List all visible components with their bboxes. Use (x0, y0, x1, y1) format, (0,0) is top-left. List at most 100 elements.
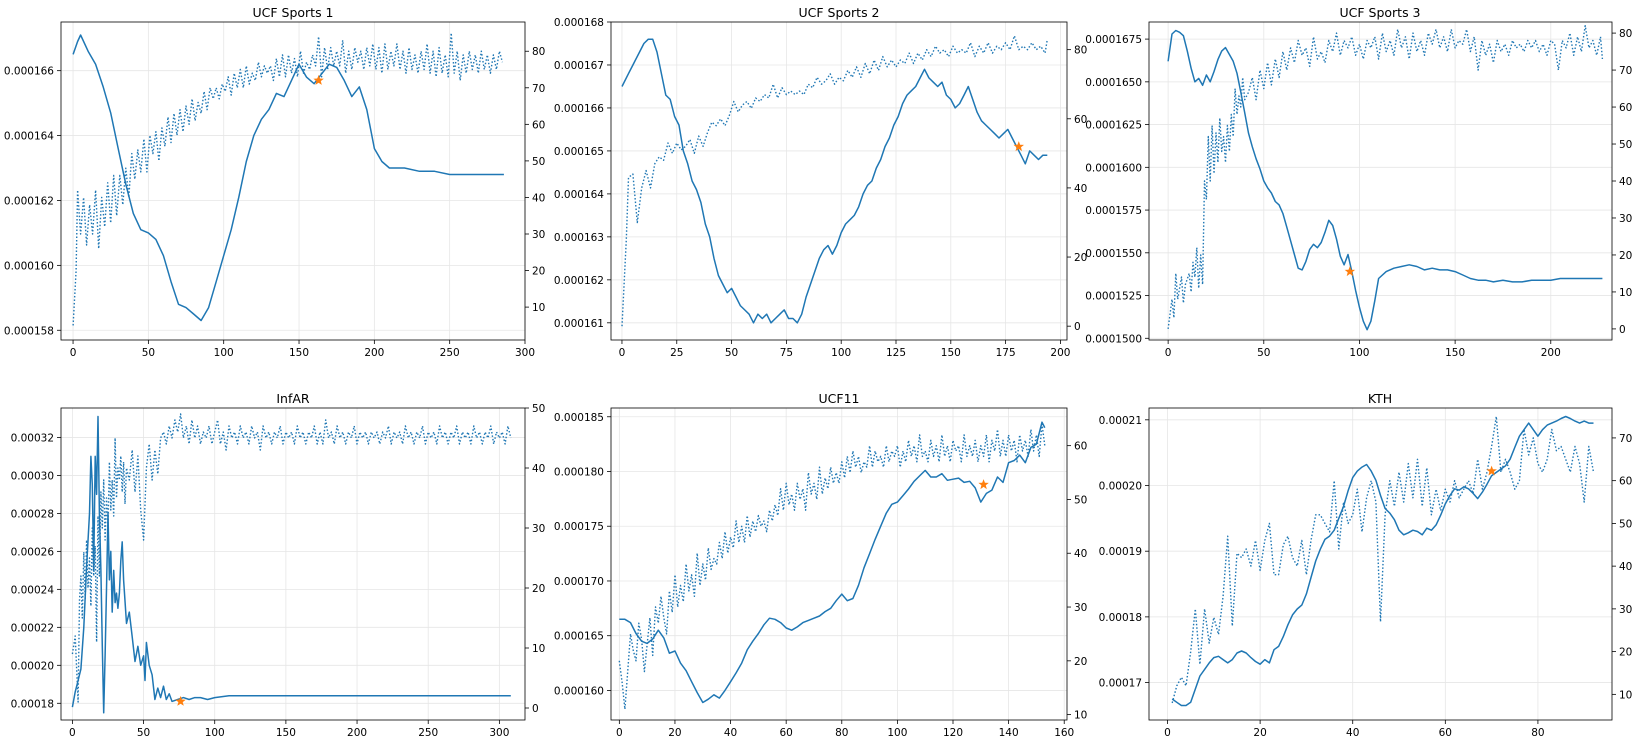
star-marker (1486, 465, 1497, 476)
x-tick-label: 100 (205, 727, 225, 739)
x-tick-label: 50 (725, 347, 738, 359)
y2-tick-label: 20 (1619, 250, 1632, 262)
y-tick-label: 0.00022 (11, 622, 54, 634)
x-tick-label: 20 (668, 727, 681, 739)
x-tick-label: 200 (1541, 347, 1561, 359)
subplot-title: UCF Sports 1 (252, 5, 333, 20)
y-tick-label: 0.000164 (554, 189, 604, 201)
gridlines (1149, 22, 1612, 340)
y-tick-label: 0.000164 (4, 131, 54, 143)
subplot-ucf-sports-3: UCF Sports 3 0 50 100 150 2000.00015000.0001… (1085, 5, 1632, 359)
subplot-ucf11: UCF11 0 20 40 60 80 100 120 140 160 0.000160 0.000… (554, 391, 1087, 739)
y-tick-label: 0.000180 (554, 466, 604, 478)
subplot-ucf-sports-1: UCF Sports 1 0 50 100 150 200 250 300 0.000158 0… (4, 5, 545, 359)
axes-frame (610, 407, 1068, 721)
x-tick-label: 100 (1349, 347, 1369, 359)
x-tick-label: 50 (1257, 347, 1270, 359)
y-tick-label: 0.00032 (11, 432, 54, 444)
y2-tick-label: 40 (1619, 176, 1632, 188)
star-marker (175, 695, 186, 706)
y-tick-label: 0.000162 (4, 195, 54, 207)
y2-tick-label: 10 (532, 302, 545, 314)
y2-tick-label: 40 (1074, 183, 1087, 195)
series-line-solid (1167, 29, 1603, 331)
x-tick-label: 0 (616, 727, 623, 739)
y2-tick-label: 20 (1074, 252, 1087, 264)
x-tick-label: 100 (831, 347, 851, 359)
y-tick-label: 0.000160 (4, 260, 54, 272)
y2-tick-label: 10 (1619, 689, 1632, 701)
x-tick-label: 250 (440, 347, 460, 359)
y2-tick-label: 30 (532, 229, 545, 241)
y-tick-label: 0.000185 (554, 412, 604, 424)
x-tick-label: 0 (70, 347, 77, 359)
y2-tick-label: 30 (532, 523, 545, 535)
x-tick-label: 0 (69, 727, 76, 739)
axes-frame (1148, 407, 1613, 721)
series-line-dotted (618, 423, 1046, 710)
gridlines (61, 22, 526, 340)
y2-tick-label: 0 (1619, 324, 1626, 336)
y-tick-label: 0.0001500 (1085, 333, 1142, 345)
series-line-dotted (1171, 415, 1595, 704)
x-tick-label: 40 (1346, 727, 1359, 739)
subplot-title: KTH (1368, 391, 1392, 406)
x-tick-label: 20 (1253, 727, 1266, 739)
y2-tick-label: 10 (532, 643, 545, 655)
y-tick-label: 0.000170 (554, 576, 604, 588)
y-tick-label: 0.000163 (554, 232, 604, 244)
star-marker (978, 479, 989, 490)
series-line-dotted (71, 413, 512, 703)
x-tick-label: 200 (1050, 347, 1070, 359)
series-line-dotted (1167, 25, 1604, 329)
subplot-title: UCF Sports 2 (798, 5, 879, 20)
gridlines (1149, 408, 1612, 720)
x-tick-label: 0 (1164, 727, 1171, 739)
y-tick-label: 0.000158 (4, 325, 54, 337)
x-tick-label: 120 (943, 727, 963, 739)
subplot-title: InfAR (276, 391, 310, 406)
y-tick-label: 0.000167 (554, 60, 604, 72)
y2-tick-label: 80 (532, 46, 545, 58)
x-tick-label: 60 (779, 727, 792, 739)
y-tick-label: 0.00021 (1099, 415, 1142, 427)
y2-tick-label: 20 (532, 583, 545, 595)
y2-tick-label: 10 (1619, 287, 1632, 299)
y2-tick-label: 30 (1074, 602, 1087, 614)
y2-tick-label: 40 (1074, 548, 1087, 560)
y-tick-label: 0.0001550 (1085, 248, 1142, 260)
x-tick-label: 60 (1439, 727, 1452, 739)
y2-tick-label: 0 (532, 703, 539, 715)
y-tick-label: 0.000175 (554, 521, 604, 533)
y-tick-label: 0.00020 (1099, 481, 1142, 493)
y-tick-label: 0.000161 (554, 318, 604, 330)
x-tick-label: 50 (137, 727, 150, 739)
y2-tick-label: 20 (1619, 647, 1632, 659)
y2-tick-label: 40 (532, 463, 545, 475)
y2-tick-label: 10 (1074, 710, 1087, 722)
y-tick-label: 0.0001575 (1085, 205, 1142, 217)
x-tick-label: 40 (724, 727, 737, 739)
y-tick-label: 0.00019 (1099, 546, 1142, 558)
y2-tick-label: 60 (1619, 476, 1632, 488)
star-marker (1344, 266, 1356, 277)
x-tick-label: 140 (999, 727, 1019, 739)
y2-tick-label: 50 (1619, 518, 1632, 530)
y2-tick-label: 50 (532, 156, 545, 168)
x-tick-label: 100 (887, 727, 907, 739)
series-line-solid (619, 421, 1046, 704)
x-tick-label: 200 (364, 347, 384, 359)
y2-tick-label: 50 (532, 403, 545, 415)
axes-frame (60, 407, 526, 721)
y2-tick-label: 60 (532, 119, 545, 131)
x-tick-label: 300 (515, 347, 535, 359)
y-tick-label: 0.00026 (11, 546, 55, 558)
y2-tick-label: 80 (1619, 28, 1632, 40)
y2-tick-label: 40 (532, 192, 545, 204)
y2-tick-label: 20 (532, 266, 545, 278)
axes-frame (610, 21, 1068, 341)
y2-tick-label: 70 (532, 83, 545, 95)
star-marker (313, 74, 324, 85)
y2-tick-label: 50 (1074, 494, 1087, 506)
